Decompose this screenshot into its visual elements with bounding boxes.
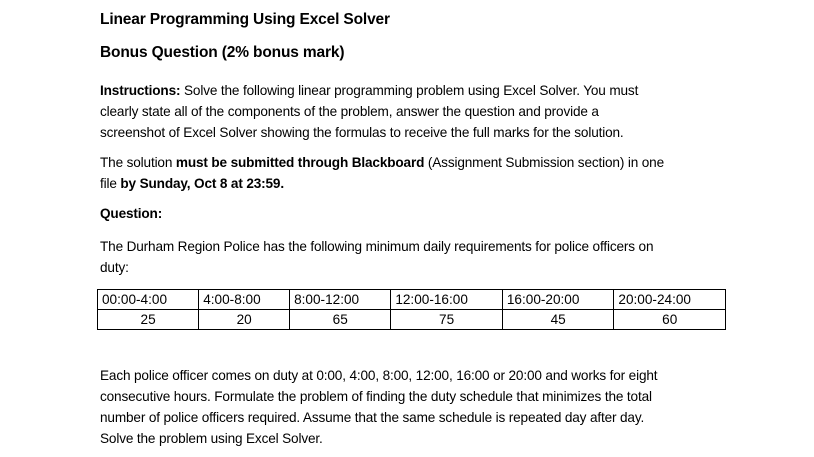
table-cell: 20 xyxy=(198,309,291,330)
table-cell: 25 xyxy=(96,309,200,330)
table-cell: 16:00-20:00 xyxy=(501,289,615,310)
table-cell: 75 xyxy=(390,309,503,330)
table-cell: 20:00-24:00 xyxy=(613,289,726,310)
intro-line: duty: xyxy=(100,260,129,275)
body-line: consecutive hours. Formulate the problem… xyxy=(100,389,652,404)
instructions-line: Solve the following linear programming p… xyxy=(180,83,639,98)
requirements-table: 00:00-4:00 4:00-8:00 8:00-12:00 12:00-16… xyxy=(96,289,726,330)
body-line: Solve the problem using Excel Solver. xyxy=(100,431,323,446)
table-cell: 00:00-4:00 xyxy=(96,289,200,310)
text: file xyxy=(100,176,121,191)
bonus-heading: Bonus Question (2% bonus mark) xyxy=(100,44,345,61)
document-title: Linear Programming Using Excel Solver xyxy=(100,11,390,28)
instructions-paragraph: Instructions: Solve the following linear… xyxy=(100,80,740,143)
body-line: Each police officer comes on duty at 0:0… xyxy=(100,368,658,383)
deadline: by Sunday, Oct 8 at 23:59. xyxy=(120,176,284,191)
table-row: 25 20 65 75 45 60 xyxy=(96,309,726,330)
table-cell: 4:00-8:00 xyxy=(198,289,291,310)
table-cell: 12:00-16:00 xyxy=(390,289,503,310)
instructions-line: clearly state all of the components of t… xyxy=(100,104,599,119)
body-line: number of police officers required. Assu… xyxy=(100,410,645,425)
table-header-row: 00:00-4:00 4:00-8:00 8:00-12:00 12:00-16… xyxy=(96,289,726,310)
table-cell: 8:00-12:00 xyxy=(289,289,392,310)
question-label: Question: xyxy=(100,206,163,221)
bold-text: must be submitted through Blackboard xyxy=(175,155,425,170)
text: (Assignment Submission section) in one xyxy=(424,155,664,170)
text: The solution xyxy=(100,155,176,170)
instructions-line: screenshot of Excel Solver showing the f… xyxy=(100,125,624,140)
table-cell: 45 xyxy=(501,309,615,330)
instructions-label: Instructions: xyxy=(100,83,181,98)
intro-paragraph: The Durham Region Police has the followi… xyxy=(100,236,740,278)
table-cell: 65 xyxy=(289,309,392,330)
problem-paragraph: Each police officer comes on duty at 0:0… xyxy=(100,365,750,449)
intro-line: The Durham Region Police has the followi… xyxy=(100,239,654,254)
table-cell: 60 xyxy=(613,309,726,330)
submission-paragraph: The solution must be submitted through B… xyxy=(100,152,740,194)
